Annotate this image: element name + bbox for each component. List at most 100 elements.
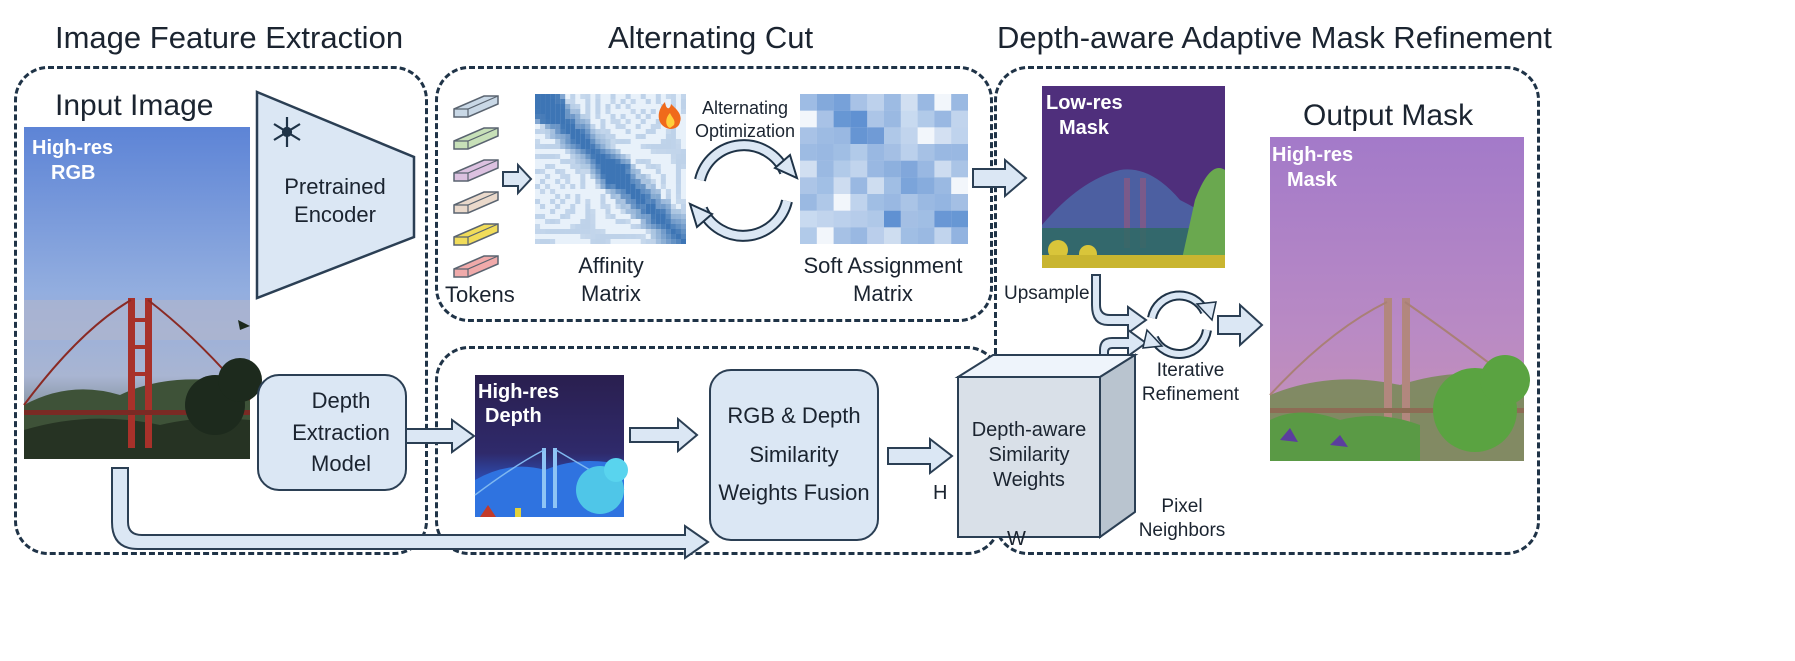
affinity-cell <box>580 119 586 124</box>
affinity-cell <box>655 234 661 239</box>
soft-assignment-cell <box>833 210 851 228</box>
affinity-cell <box>550 109 556 114</box>
affinity-cell <box>595 169 601 174</box>
soft-assignment-cell <box>884 177 901 194</box>
affinity-cell <box>620 164 626 169</box>
affinity-cell <box>535 109 541 114</box>
weights-to-refinement-arrow <box>1099 328 1148 373</box>
affinity-cell <box>625 174 631 179</box>
alternating-line2: Optimization <box>694 120 796 141</box>
affinity-cell <box>590 154 596 159</box>
weights-cube-label: Depth-aware Similarity Weights <box>962 418 1096 493</box>
soft-assignment-cell <box>934 127 952 144</box>
affinity-cell <box>625 129 631 134</box>
affinity-cell <box>590 169 596 174</box>
affinity-cell <box>535 169 541 174</box>
affinity-cell <box>565 119 571 124</box>
affinity-cell <box>545 124 551 129</box>
affinity-cell <box>555 219 561 224</box>
affinity-cell <box>635 174 641 179</box>
affinity-cell <box>645 184 651 189</box>
affinity-cell <box>640 109 646 114</box>
affinity-label: Affinity Matrix <box>555 252 667 307</box>
affinity-cell <box>605 129 611 134</box>
affinity-cell <box>565 159 571 164</box>
trainable-fire-icon <box>658 102 681 129</box>
affinity-cell <box>610 114 616 119</box>
affinity-cell <box>660 214 666 219</box>
affinity-cell <box>655 149 661 154</box>
affinity-cell <box>675 174 681 179</box>
affinity-cell <box>575 109 581 114</box>
affinity-cell <box>595 149 601 154</box>
tokens-label: Tokens <box>445 282 515 307</box>
affinity-cell <box>640 119 646 124</box>
affinity-cell <box>580 134 586 139</box>
affinity-cell <box>590 209 596 214</box>
affinity-cell <box>620 184 626 189</box>
affinity-cell <box>590 174 596 179</box>
affinity-cell <box>555 179 561 184</box>
affinity-cell <box>595 239 601 244</box>
affinity-cell <box>535 199 541 204</box>
affinity-cell <box>675 194 681 199</box>
affinity-cell <box>560 144 566 149</box>
token-edge <box>454 159 499 181</box>
soft-assignment-cell <box>934 227 952 244</box>
affinity-cell <box>590 149 596 154</box>
affinity-cell <box>575 144 581 149</box>
soft-assignment-cell <box>833 144 851 161</box>
affinity-cell <box>535 114 541 119</box>
affinity-cell <box>615 184 621 189</box>
affinity-cell <box>585 234 591 239</box>
affinity-cell <box>655 199 661 204</box>
affinity-cell <box>580 124 586 129</box>
affinity-cell <box>580 94 586 99</box>
section-title-feature-extraction: Image Feature Extraction <box>55 20 404 55</box>
low-res-mask-image <box>1042 86 1225 268</box>
affinity-cell <box>535 184 541 189</box>
affinity-cell <box>540 169 546 174</box>
similarity-weights-cube <box>954 353 1139 539</box>
affinity-cell <box>595 154 601 159</box>
soft-assignment-cell <box>900 110 918 128</box>
iterative-label: Iterative Refinement <box>1133 359 1248 407</box>
affinity-cell <box>570 94 576 99</box>
affinity-cell <box>565 114 571 119</box>
soft-assignment-cell <box>816 160 834 178</box>
soft-assignment-cell <box>884 144 901 161</box>
soft-assignment-cell <box>800 210 817 228</box>
alternating-line1: Alternating <box>701 98 789 118</box>
soft-assignment-cell <box>833 160 851 178</box>
affinity-cell <box>630 209 636 214</box>
soft-assignment-cell <box>816 210 834 228</box>
affinity-cell <box>630 164 636 169</box>
affinity-cell <box>570 229 576 234</box>
affinity-cell <box>650 189 656 194</box>
affinity-cell <box>660 229 666 234</box>
depth-overlay-line1: High-res <box>478 381 560 403</box>
affinity-cell <box>560 199 566 204</box>
affinity-cell <box>670 229 676 234</box>
affinity-cell <box>575 164 581 169</box>
affinity-cell <box>665 134 671 139</box>
affinity-cell <box>610 164 616 169</box>
affinity-cell <box>615 234 621 239</box>
affinity-cell <box>655 169 661 174</box>
token-edge <box>454 127 499 149</box>
affinity-cell <box>655 219 661 224</box>
upsample-label: Upsample <box>1004 283 1090 304</box>
depth-model-to-depth-arrow <box>405 418 476 454</box>
affinity-cell <box>640 174 646 179</box>
affinity-cell <box>630 189 636 194</box>
affinity-cell <box>645 179 651 184</box>
affinity-cell <box>550 114 556 119</box>
affinity-cell <box>585 134 591 139</box>
affinity-cell <box>560 184 566 189</box>
affinity-cell <box>540 104 546 109</box>
affinity-cell <box>620 99 626 104</box>
affinity-cell <box>665 149 671 154</box>
soft-assignment-cell <box>816 177 834 194</box>
affinity-cell <box>580 229 586 234</box>
soft-assignment-cell <box>951 160 968 178</box>
